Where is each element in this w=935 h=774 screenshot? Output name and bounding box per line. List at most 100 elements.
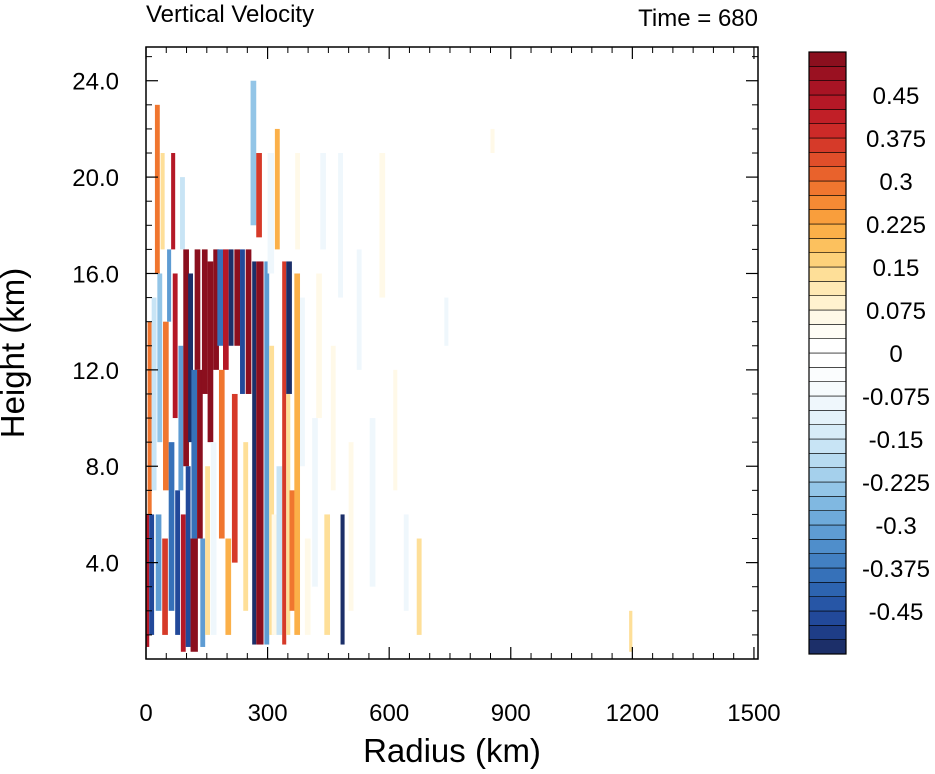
colorbar-bin-1 <box>808 625 847 640</box>
heatmap-cell-30 <box>213 249 219 370</box>
heatmap-cell-0 <box>146 514 150 647</box>
heatmap-cell-51 <box>282 261 287 645</box>
colorbar-bin-21 <box>808 338 847 354</box>
heatmap-cell-34 <box>225 538 232 635</box>
colorbar-bin-13 <box>808 453 847 468</box>
heatmap-cell-57 <box>300 297 305 467</box>
heatmap-cell-74 <box>490 128 495 154</box>
heatmap-cell-7 <box>160 153 165 250</box>
colorbar-label: -0.225 <box>862 470 930 497</box>
heatmap-cell-31 <box>217 249 224 346</box>
colorbar-bin-10 <box>808 496 847 511</box>
colorbar-label: 0.45 <box>873 83 920 110</box>
colorbar-bin-40 <box>808 66 847 81</box>
heatmap-cell-17 <box>180 514 186 652</box>
colorbar-bin-20 <box>808 352 847 368</box>
heatmap-cell-46 <box>269 345 275 635</box>
colorbar-bin-8 <box>808 524 847 540</box>
heatmap-cell-36 <box>231 393 238 563</box>
colorbar-bin-33 <box>808 166 847 182</box>
colorbar: 0.45 0.375 0.3 0.225 0.15 0.075 0 -0.075 -0.15 -0… <box>808 51 930 655</box>
colorbar-bin-19 <box>808 367 847 382</box>
heatmap-cell-9 <box>163 321 169 491</box>
heatmap-cell-41 <box>252 261 257 645</box>
heatmap-cell-35 <box>228 249 234 346</box>
heatmap-cell-13 <box>172 273 178 419</box>
colorbar-bin-30 <box>808 209 847 225</box>
colorbar-bins <box>808 51 847 655</box>
colorbar-label: 0.225 <box>866 212 926 239</box>
x-axis: 0 300 600 900 1200 1500 <box>139 47 781 727</box>
heatmap-cell-61 <box>320 153 326 250</box>
heatmap-cell-37 <box>234 249 241 346</box>
colorbar-bin-7 <box>808 539 847 554</box>
colorbar-bin-35 <box>808 137 847 153</box>
colorbar-bin-41 <box>808 51 847 67</box>
colorbar-bin-29 <box>808 223 847 239</box>
colorbar-bin-37 <box>808 109 847 124</box>
heatmap-cell-72 <box>416 538 422 635</box>
colorbar-bin-11 <box>808 481 847 497</box>
y-tick-label: 12.0 <box>72 358 119 385</box>
colorbar-label: -0.3 <box>875 513 916 540</box>
heatmap-cell-26 <box>201 249 208 394</box>
heatmap-cell-45 <box>264 261 270 645</box>
heatmap-cell-29 <box>210 442 217 635</box>
heatmap-cell-44 <box>256 153 262 238</box>
colorbar-bin-15 <box>808 424 847 440</box>
colorbar-frame <box>808 51 847 655</box>
chart-title: Vertical Velocity <box>146 1 314 28</box>
x-axis-label: Radius (km) <box>363 732 541 769</box>
colorbar-bin-14 <box>808 438 847 454</box>
colorbar-bin-36 <box>808 123 847 139</box>
heatmap-cell-49 <box>274 128 280 250</box>
heatmap-cell-75 <box>629 610 633 652</box>
x-tick-label: 300 <box>248 700 288 727</box>
heatmap-cell-23 <box>194 249 201 370</box>
colorbar-bin-0 <box>808 639 847 655</box>
heatmap-cell-27 <box>205 466 211 635</box>
colorbar-bin-6 <box>808 553 847 569</box>
heatmap-cell-33 <box>223 249 229 370</box>
x-tick-label: 600 <box>369 700 409 727</box>
plot-area <box>145 46 759 660</box>
heatmap-cell-52 <box>286 261 292 394</box>
colorbar-bin-16 <box>808 410 847 425</box>
heatmap-cell-6 <box>157 273 163 443</box>
heatmap-cell-58 <box>304 538 311 635</box>
heatmap-cell-50 <box>276 466 283 635</box>
heatmap-cell-19 <box>185 466 191 647</box>
heatmap-cell-65 <box>338 153 343 298</box>
heatmap-cell-54 <box>289 490 296 611</box>
heatmap-cell-16 <box>180 177 185 250</box>
heatmap-cell-69 <box>379 153 386 298</box>
colorbar-bin-2 <box>808 610 847 626</box>
colorbar-bin-5 <box>808 567 847 583</box>
heatmap-cell-48 <box>267 153 275 274</box>
heatmap-cell-63 <box>330 345 336 491</box>
heatmap-cell-68 <box>369 418 376 587</box>
heatmap-cell-59 <box>312 418 318 587</box>
colorbar-label: 0.075 <box>866 298 926 325</box>
colorbar-bin-3 <box>808 596 847 612</box>
colorbar-bin-4 <box>808 582 847 597</box>
heatmap-cell-67 <box>356 249 362 370</box>
colorbar-bin-12 <box>808 467 847 483</box>
colorbar-bin-24 <box>808 295 847 311</box>
colorbar-bin-34 <box>808 152 847 167</box>
colorbar-bin-39 <box>808 80 847 96</box>
heatmap-cell-14 <box>175 490 181 635</box>
colorbar-label: -0.15 <box>869 427 924 454</box>
colorbar-bin-17 <box>808 395 847 411</box>
heatmap-cell-18 <box>183 249 189 467</box>
heatmap-cell-24 <box>197 369 203 539</box>
heatmap-cell-42 <box>256 261 264 645</box>
heatmap-cell-4 <box>154 104 160 274</box>
colorbar-bin-23 <box>808 309 847 325</box>
heatmap-cell-56 <box>295 153 301 250</box>
heatmap-cell-28 <box>207 261 214 443</box>
colorbar-labels: 0.45 0.375 0.3 0.225 0.15 0.075 0 -0.075 -0.15 -0… <box>862 83 930 626</box>
colorbar-bin-22 <box>808 324 847 339</box>
heatmap-cell-32 <box>218 369 225 539</box>
